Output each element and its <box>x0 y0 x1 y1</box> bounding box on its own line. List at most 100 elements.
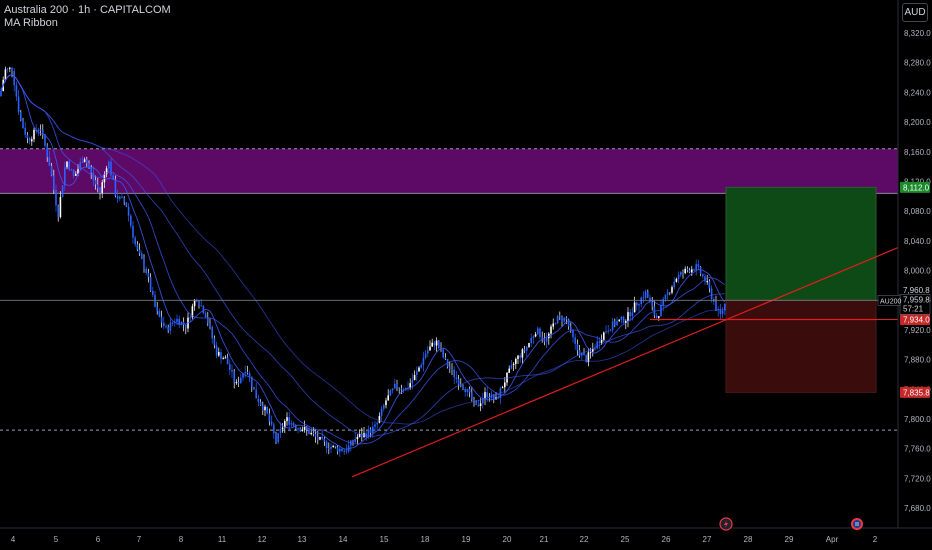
candle-body <box>154 294 156 307</box>
x-tick-label: 19 <box>462 535 471 544</box>
price-axis[interactable]: 7,680.07,720.07,760.07,800.07,840.07,880… <box>897 0 932 550</box>
flag-icon[interactable] <box>851 518 863 530</box>
candle-body <box>290 423 293 425</box>
candle-body <box>576 343 579 351</box>
x-tick-label: 8 <box>179 535 184 544</box>
candle-body <box>550 326 552 334</box>
candle-body <box>389 390 392 396</box>
candle-body <box>341 448 343 452</box>
candle-body <box>433 342 436 346</box>
time-axis[interactable]: 4 5 6 7 8 11 12 13 14 15 18 19 20 21 22 25 26 27 28 29 Apr 2 <box>0 527 932 550</box>
currency-badge[interactable]: AUD <box>902 3 928 22</box>
candle-body <box>50 165 53 176</box>
y-tick-label: 8,000.0 <box>904 267 931 276</box>
candle-body <box>167 326 169 331</box>
candle-body <box>66 161 68 168</box>
candle-body <box>233 371 235 383</box>
candle-body <box>387 395 389 401</box>
candle-body <box>332 445 334 447</box>
candle-body <box>457 378 460 385</box>
candle-body <box>189 317 191 319</box>
indicator-name[interactable]: MA Ribbon <box>4 17 58 29</box>
candle-body <box>248 373 251 377</box>
candle-body <box>651 301 653 307</box>
candle-body <box>97 184 99 189</box>
candle-body <box>28 138 31 142</box>
ma-ribbon-line <box>0 74 725 425</box>
candle-body <box>235 382 238 384</box>
candle-body <box>585 355 587 363</box>
candle-body <box>292 423 295 426</box>
candle-body <box>295 425 297 429</box>
candle-body <box>321 436 323 439</box>
candle-body <box>422 357 425 365</box>
candle-body <box>482 398 484 404</box>
candle-body <box>633 302 636 313</box>
candle-body <box>105 168 108 175</box>
candle-body <box>213 338 216 346</box>
candle-body <box>57 205 59 217</box>
candle-body <box>561 316 563 322</box>
candle-body <box>486 392 488 397</box>
candle-body <box>284 421 286 428</box>
x-tick-label: 27 <box>703 535 712 544</box>
candle-body <box>600 339 603 343</box>
candle-body <box>475 400 477 405</box>
candle-body <box>391 388 394 391</box>
current-price-label: 7,959.8 <box>903 295 930 304</box>
candle-body <box>455 377 458 379</box>
crosshair-price-tag: 7,960.8 <box>903 286 930 295</box>
target-price-tag-bg <box>900 181 930 193</box>
chart-legend[interactable]: Australia 200 · 1h · CAPITALCOM MA Ribbo… <box>4 4 171 30</box>
y-tick-label: 7,920.0 <box>904 326 931 335</box>
candle-body <box>17 96 20 113</box>
candle-body <box>134 237 136 245</box>
candle-body <box>46 145 48 158</box>
candle-body <box>453 369 455 378</box>
candle-body <box>554 323 557 325</box>
candle-body <box>22 120 24 128</box>
candle-body <box>6 68 9 70</box>
candle-body <box>20 112 22 121</box>
candle-body <box>493 394 495 400</box>
candle-body <box>625 321 627 323</box>
candle-body <box>622 316 625 323</box>
candle-body <box>449 366 451 370</box>
ma-ribbon-line <box>0 74 726 445</box>
lightning-icon[interactable] <box>719 517 733 531</box>
candle-body <box>380 408 383 417</box>
candle-body <box>268 413 271 422</box>
candle-body <box>55 189 57 206</box>
candle-body <box>512 363 515 366</box>
x-tick-label: 2 <box>873 535 878 544</box>
candle-body <box>83 159 86 163</box>
candle-body <box>468 388 471 393</box>
candle-body <box>281 427 284 429</box>
candle-body <box>640 297 642 305</box>
candle-body <box>312 432 315 434</box>
x-tick-label: 28 <box>744 535 753 544</box>
event-icons[interactable] <box>719 517 863 531</box>
candle-body <box>398 387 400 389</box>
candle-body <box>702 274 704 277</box>
candle-body <box>545 338 548 342</box>
candle-body <box>33 129 35 140</box>
candle-body <box>13 71 15 86</box>
symbol-title[interactable]: Australia 200 · 1h · CAPITALCOM <box>4 4 171 16</box>
y-tick-label: 7,720.0 <box>904 474 931 483</box>
candle-body <box>429 346 431 351</box>
candle-body <box>671 287 673 293</box>
x-tick-label: 26 <box>662 535 671 544</box>
candle-body <box>160 316 163 323</box>
candle-body <box>543 339 546 342</box>
x-tick-label: 4 <box>11 535 16 544</box>
y-tick-label: 8,080.0 <box>904 207 931 216</box>
candle-body <box>59 196 62 217</box>
candle-body <box>638 304 640 306</box>
candle-body <box>24 127 26 135</box>
ma-ribbon-line <box>0 74 726 450</box>
candle-body <box>354 439 356 442</box>
candle-body <box>369 429 372 434</box>
resistance-zone <box>0 148 898 194</box>
